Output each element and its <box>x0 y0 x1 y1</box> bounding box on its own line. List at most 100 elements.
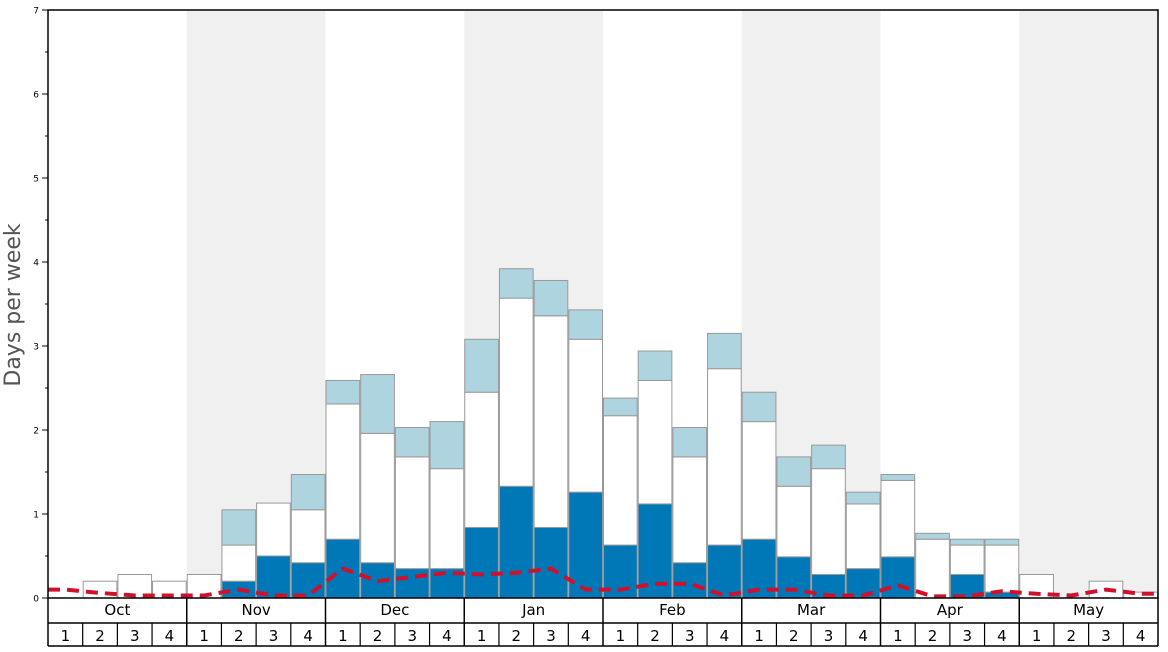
week-label: 2 <box>95 627 105 645</box>
bar-segment <box>984 544 1020 593</box>
trend-line <box>48 566 1158 599</box>
bar-segment <box>707 332 742 370</box>
bar-segment <box>221 544 257 582</box>
bar-segment <box>325 403 361 540</box>
week-label: 3 <box>407 627 417 645</box>
month-label: Nov <box>241 601 270 619</box>
y-axis: 0 1 2 3 4 5 6 7 <box>33 7 48 605</box>
bar-segment <box>776 456 812 487</box>
week-label: 2 <box>928 627 938 645</box>
bar-segment <box>568 309 603 340</box>
bar-segment <box>949 544 985 575</box>
y-tick-label: 3 <box>33 343 39 353</box>
bar-segment <box>464 526 499 599</box>
bar-segment <box>845 568 881 599</box>
bar-segment <box>845 503 881 570</box>
week-label: 4 <box>1136 627 1146 645</box>
bar-segment <box>429 421 465 470</box>
bars-group <box>82 268 1158 599</box>
bar-segment <box>498 297 534 487</box>
month-label: Jan <box>521 601 545 619</box>
month-label: Dec <box>380 601 409 619</box>
bar-segment <box>533 526 569 599</box>
week-label: 4 <box>858 627 868 645</box>
bar-segment <box>256 555 291 599</box>
bar-segment <box>603 415 638 546</box>
bar-segment <box>741 421 777 540</box>
bar-segment <box>429 468 465 570</box>
week-label: 4 <box>720 627 730 645</box>
bar-segment <box>915 532 950 540</box>
bar-segment <box>949 538 985 546</box>
week-label: 1 <box>893 627 903 645</box>
bar-segment <box>741 391 777 423</box>
bar-segment <box>256 502 291 557</box>
bar-segment <box>845 491 881 505</box>
bar-segment <box>221 509 257 546</box>
bar-segment <box>464 338 499 393</box>
week-label: 2 <box>789 627 799 645</box>
bar-segment <box>290 509 326 564</box>
week-label: 2 <box>373 627 383 645</box>
bar-segment <box>915 538 950 599</box>
week-label: 3 <box>824 627 834 645</box>
bar-segment <box>360 374 395 434</box>
bar-segment <box>290 562 326 599</box>
y-tick-label: 6 <box>33 91 39 101</box>
week-label: 1 <box>616 627 626 645</box>
week-label: 3 <box>685 627 695 645</box>
week-label: 3 <box>962 627 972 645</box>
month-label: Oct <box>104 601 130 619</box>
bar-segment <box>290 474 326 511</box>
bar-segment <box>498 268 534 299</box>
trend-line-group <box>48 566 1158 599</box>
bar-segment <box>360 432 395 564</box>
bar-segment <box>637 350 673 381</box>
week-label: 1 <box>754 627 764 645</box>
y-tick-label: 5 <box>33 175 39 185</box>
week-label: 3 <box>1101 627 1111 645</box>
month-band <box>1019 10 1158 598</box>
bar-segment <box>637 379 673 505</box>
week-label: 3 <box>546 627 556 645</box>
bar-segment <box>707 368 742 546</box>
y-tick-label: 2 <box>33 427 39 437</box>
week-label: 4 <box>997 627 1007 645</box>
week-label: 1 <box>199 627 209 645</box>
y-tick-label: 7 <box>33 7 39 17</box>
bar-segment <box>672 426 708 458</box>
week-label: 3 <box>269 627 279 645</box>
month-label: Mar <box>797 601 826 619</box>
bar-segment <box>672 562 708 599</box>
bar-segment <box>984 538 1020 546</box>
bar-segment <box>811 468 846 575</box>
y-tick-label: 0 <box>33 595 39 605</box>
bar-segment <box>533 279 569 317</box>
x-axis: Oct Nov Dec Jan Feb Mar Apr May 1 2 3 4 1 2 3 4 1 2 3 4 1 2 3 4… <box>47 598 1159 647</box>
bar-segment <box>464 391 499 528</box>
week-label: 1 <box>61 627 71 645</box>
week-label: 2 <box>234 627 244 645</box>
week-label: 1 <box>477 627 487 645</box>
month-band <box>48 10 187 598</box>
bar-segment <box>603 397 638 417</box>
bar-segment <box>394 426 430 458</box>
y-tick-label: 1 <box>33 511 39 521</box>
week-label: 1 <box>338 627 348 645</box>
bar-segment <box>394 568 430 599</box>
week-label: 4 <box>165 627 175 645</box>
week-label: 3 <box>130 627 140 645</box>
week-label: 2 <box>512 627 522 645</box>
bar-segment <box>568 338 603 493</box>
week-label: 4 <box>442 627 452 645</box>
bar-segment <box>533 315 569 528</box>
week-label: 2 <box>650 627 660 645</box>
month-label: Apr <box>937 601 964 619</box>
y-tick-label: 4 <box>33 259 39 269</box>
bar-segment <box>776 485 812 558</box>
bar-segment <box>880 474 916 481</box>
bar-segment <box>672 456 708 564</box>
week-label: 4 <box>303 627 313 645</box>
